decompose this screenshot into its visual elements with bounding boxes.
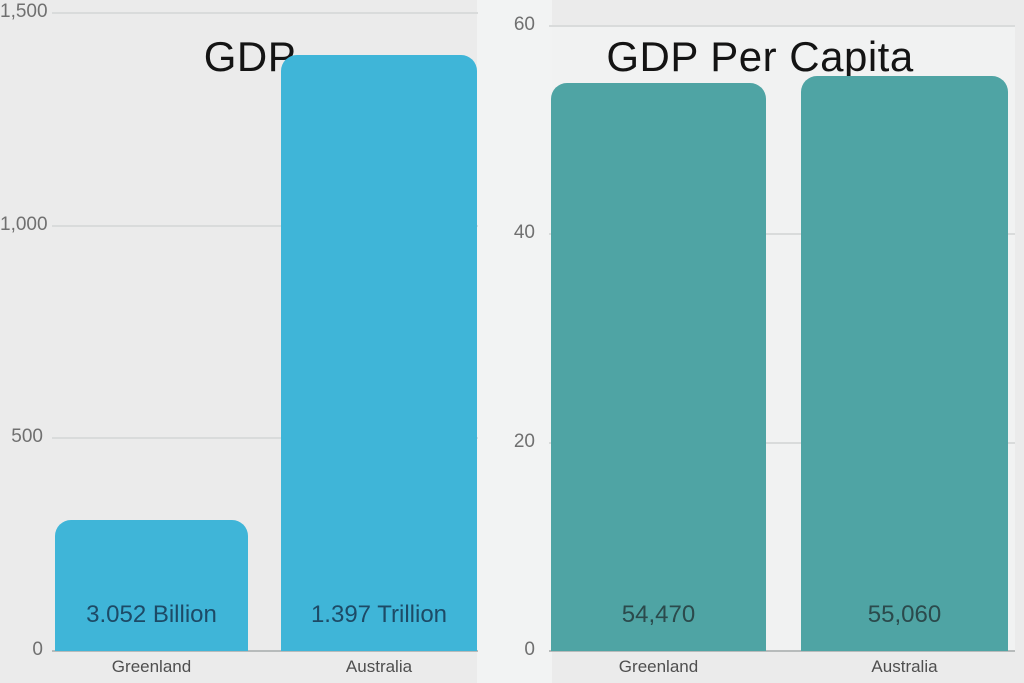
gridline-60 [549,25,1015,27]
y-tick-label: 1,500 [0,1,48,22]
bar-value-label-greenland: 54,470 [621,600,696,628]
y-tick-label: 0 [524,639,535,660]
bar-value-label-australia: 1.397 Trillion [310,600,448,628]
bar-value-label-greenland: 3.052 Billion [86,600,217,628]
x-axis-label-australia: Australia [871,657,938,676]
x-axis-label-australia: Australia [345,657,413,676]
gridline-1500 [52,12,478,14]
y-tick-label: 20 [513,430,535,452]
gdp-per-capita-chart: GDP Per Capita 60 40 20 0 54,470 Greenland 55,… [484,0,1024,683]
bar-australia: 55,060 [801,76,1008,651]
y-tick-label: 60 [513,14,535,35]
x-axis-label-greenland: Greenland [618,657,699,676]
y-tick-label: 40 [513,222,535,244]
y-tick-label: 1,000 [0,213,48,235]
gridline-20 [549,441,1015,444]
bar-greenland: 3.052 Billion [55,520,248,651]
gdp-chart: GDP 1,500 1,000 500 0 3.052 Billion Greenland… [0,0,484,683]
bar-greenland: 54,470 [551,82,766,651]
gridline-500 [52,437,478,440]
x-axis-label-greenland: Greenland [111,657,192,676]
gridline-0 [549,650,1015,652]
bar-australia: 1.397 Trillion [281,54,477,651]
gridline-40 [549,233,1015,236]
gridline-1000 [52,224,478,227]
gdp-chart-title: GDP [203,33,297,80]
y-tick-label: 500 [11,426,43,448]
chart-gutter [477,0,552,683]
y-tick-label: 0 [32,639,43,660]
gdp-per-capita-chart-title: GDP Per Capita [606,33,914,80]
bar-value-label-australia: 55,060 [867,600,942,628]
gridline-0 [52,650,478,652]
